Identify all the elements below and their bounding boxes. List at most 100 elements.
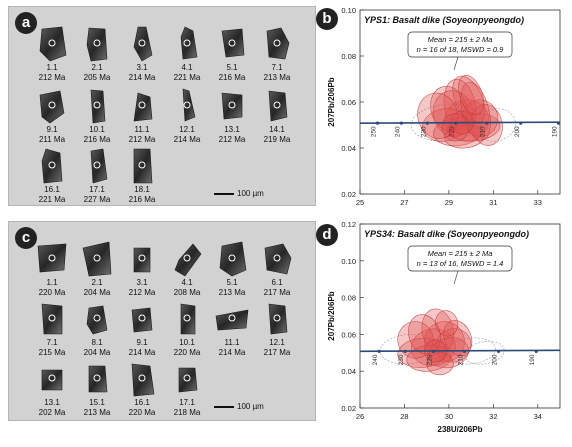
- grain-id: 8.1: [91, 338, 103, 347]
- analysis-spot: [48, 254, 56, 262]
- zircon-cl-image: [180, 303, 196, 335]
- concordia-age-marker: [496, 349, 501, 353]
- grain-id: 7.1: [271, 63, 283, 72]
- zircon-grain-17.1: 17.1 218 Ma: [164, 360, 210, 417]
- scale-bar-a: 100 µm: [214, 189, 264, 198]
- data-error-ellipse: [408, 314, 441, 355]
- zircon-cl-image: [133, 26, 153, 62]
- grain-age: 219 Ma: [263, 134, 291, 144]
- grain-id: 4.1: [181, 278, 193, 287]
- scale-bar-line: [214, 192, 234, 195]
- zircon-grain-16.1: 16.1 220 Ma: [119, 360, 165, 417]
- grain-age: 227 Ma: [83, 194, 111, 204]
- zircon-grain-2.1: 2.1 204 Ma: [74, 240, 120, 297]
- x-tick-label: 32: [489, 412, 497, 421]
- chart-title: YPS34: Basalt dike (Soyeonpyeongdo): [364, 229, 529, 239]
- grain-age: 216 Ma: [128, 194, 156, 204]
- zircon-cl-image: [37, 243, 67, 273]
- grain-id: 5.1: [226, 278, 238, 287]
- zircon-grain-11.1: 11.1 214 Ma: [209, 300, 255, 357]
- analysis-spot: [183, 314, 191, 322]
- analysis-spot: [48, 101, 56, 109]
- x-tick-label: 33: [534, 198, 542, 207]
- concordia-age-marker: [375, 121, 380, 125]
- x-tick-label: 25: [356, 198, 364, 207]
- grain-id: 13.1: [44, 398, 60, 407]
- zircon-grain-3.1: 3.1 212 Ma: [119, 240, 165, 297]
- zircon-cl-image: [133, 92, 153, 122]
- concordia-age-marker: [425, 121, 429, 125]
- analysis-spot: [138, 374, 146, 382]
- zircon-grain-10.1: 10.1 220 Ma: [164, 300, 210, 357]
- zircon-cl-image: [221, 28, 245, 58]
- zircon-cl-image: [133, 247, 151, 273]
- concordia-age-label: 230: [398, 354, 405, 365]
- x-tick-label: 27: [400, 198, 408, 207]
- zircon-cl-image: [178, 367, 198, 393]
- grain-age: 216 Ma: [83, 134, 111, 144]
- zircon-cl-image: [82, 241, 112, 277]
- zircon-cl-image: [39, 90, 65, 124]
- zircon-cl-image: [90, 89, 106, 124]
- analysis-spot: [48, 374, 56, 382]
- concordia-age-marker: [462, 349, 467, 353]
- grain-id: 7.1: [46, 338, 58, 347]
- zircon-grain-2.1: 2.1 205 Ma: [74, 25, 120, 82]
- y-tick-label: 0.08: [341, 52, 356, 61]
- concordia-age-label: 190: [529, 354, 536, 365]
- zircon-grain-17.1: 17.1 227 Ma: [74, 147, 120, 204]
- zircon-grain-3.1: 3.1 214 Ma: [119, 25, 165, 82]
- grain-age: 214 Ma: [218, 347, 246, 357]
- data-error-ellipse: [435, 310, 459, 337]
- chart-title: YPS1: Basalt dike (Soyeonpyeongdo): [364, 15, 524, 25]
- excluded-error-ellipse: [464, 341, 505, 365]
- grain-id: 15.1: [89, 398, 105, 407]
- analysis-spot: [48, 161, 56, 169]
- analysis-spot: [273, 39, 281, 47]
- scale-bar-label: 100 µm: [237, 189, 264, 198]
- analysis-spot: [48, 39, 56, 47]
- y-tick-label: 0.10: [341, 6, 356, 15]
- concordia-curve: [359, 121, 561, 124]
- zircon-cl-image: [39, 26, 67, 62]
- concordia-age-marker: [519, 121, 523, 125]
- zircon-cl-image: [133, 148, 153, 184]
- concordia-age-marker: [431, 349, 436, 353]
- zircon-cl-image: [268, 303, 288, 335]
- scale-bar-c: 100 µm: [214, 402, 264, 411]
- excluded-error-ellipse: [475, 108, 516, 142]
- grain-age: 205 Ma: [83, 72, 111, 82]
- zircon-grain-10.1: 10.1 216 Ma: [74, 87, 120, 144]
- zircon-cl-image: [219, 241, 247, 277]
- concordia-age-label: 240: [372, 354, 379, 365]
- grain-id: 2.1: [91, 278, 103, 287]
- grain-id: 4.1: [181, 63, 193, 72]
- zircon-grain-1.1: 1.1 220 Ma: [29, 240, 75, 297]
- analysis-spot: [93, 314, 101, 322]
- x-tick-label: 29: [445, 198, 453, 207]
- concordia-age-label: 240: [394, 126, 401, 137]
- zircon-grain-5.1: 5.1 213 Ma: [209, 240, 255, 297]
- grain-id: 10.1: [179, 338, 195, 347]
- zircon-cl-image: [86, 305, 108, 335]
- concordia-age-label: 250: [371, 126, 378, 137]
- grain-id: 11.1: [224, 338, 240, 347]
- grain-id: 1.1: [46, 63, 58, 72]
- y-tick-label: 0.02: [341, 190, 356, 199]
- grain-id: 3.1: [136, 278, 148, 287]
- x-axis-label: 238U/206Pb: [438, 425, 483, 434]
- analysis-spot: [273, 314, 281, 322]
- zircon-grain-16.1: 16.1 221 Ma: [29, 147, 75, 204]
- analysis-spot: [93, 39, 101, 47]
- grain-age: 212 Ma: [218, 134, 246, 144]
- analysis-spot: [138, 254, 146, 262]
- scale-bar-label: 100 µm: [237, 402, 264, 411]
- analysis-spot: [93, 101, 101, 109]
- analysis-spot: [183, 39, 191, 47]
- concordia-age-label: 220: [449, 126, 456, 137]
- analysis-spot: [228, 254, 236, 262]
- x-tick-label: 31: [489, 198, 497, 207]
- grain-age: 212 Ma: [128, 287, 156, 297]
- grain-id: 10.1: [89, 125, 105, 134]
- zircon-grain-18.1: 18.1 216 Ma: [119, 147, 165, 204]
